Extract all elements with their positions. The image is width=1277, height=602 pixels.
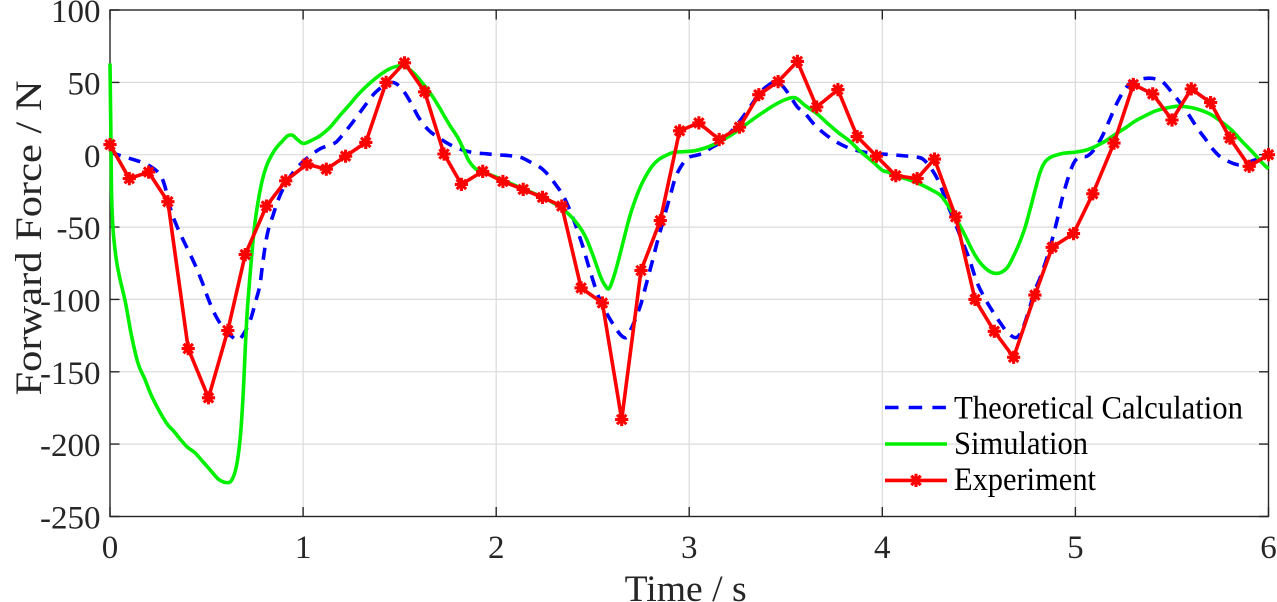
svg-text:0: 0	[102, 530, 119, 566]
svg-text:-250: -250	[40, 501, 101, 537]
svg-text:6: 6	[1260, 530, 1277, 566]
svg-text:2: 2	[488, 530, 505, 566]
svg-text:-50: -50	[57, 211, 101, 247]
svg-text:100: 100	[51, 0, 101, 30]
svg-text:0: 0	[84, 139, 101, 175]
svg-text:4: 4	[874, 530, 891, 566]
svg-text:Forward Force / N: Forward Force / N	[9, 81, 50, 396]
svg-text:Experiment: Experiment	[954, 462, 1096, 498]
svg-text:3: 3	[681, 530, 698, 566]
svg-text:Simulation: Simulation	[954, 426, 1088, 462]
svg-text:50: 50	[68, 67, 101, 103]
svg-text:1: 1	[295, 530, 312, 566]
svg-text:-100: -100	[40, 284, 101, 320]
svg-text:-200: -200	[40, 428, 101, 464]
svg-text:-150: -150	[40, 356, 101, 392]
svg-text:5: 5	[1067, 530, 1084, 566]
svg-text:Time / s: Time / s	[625, 569, 747, 602]
svg-text:Theoretical Calculation: Theoretical Calculation	[954, 390, 1243, 426]
